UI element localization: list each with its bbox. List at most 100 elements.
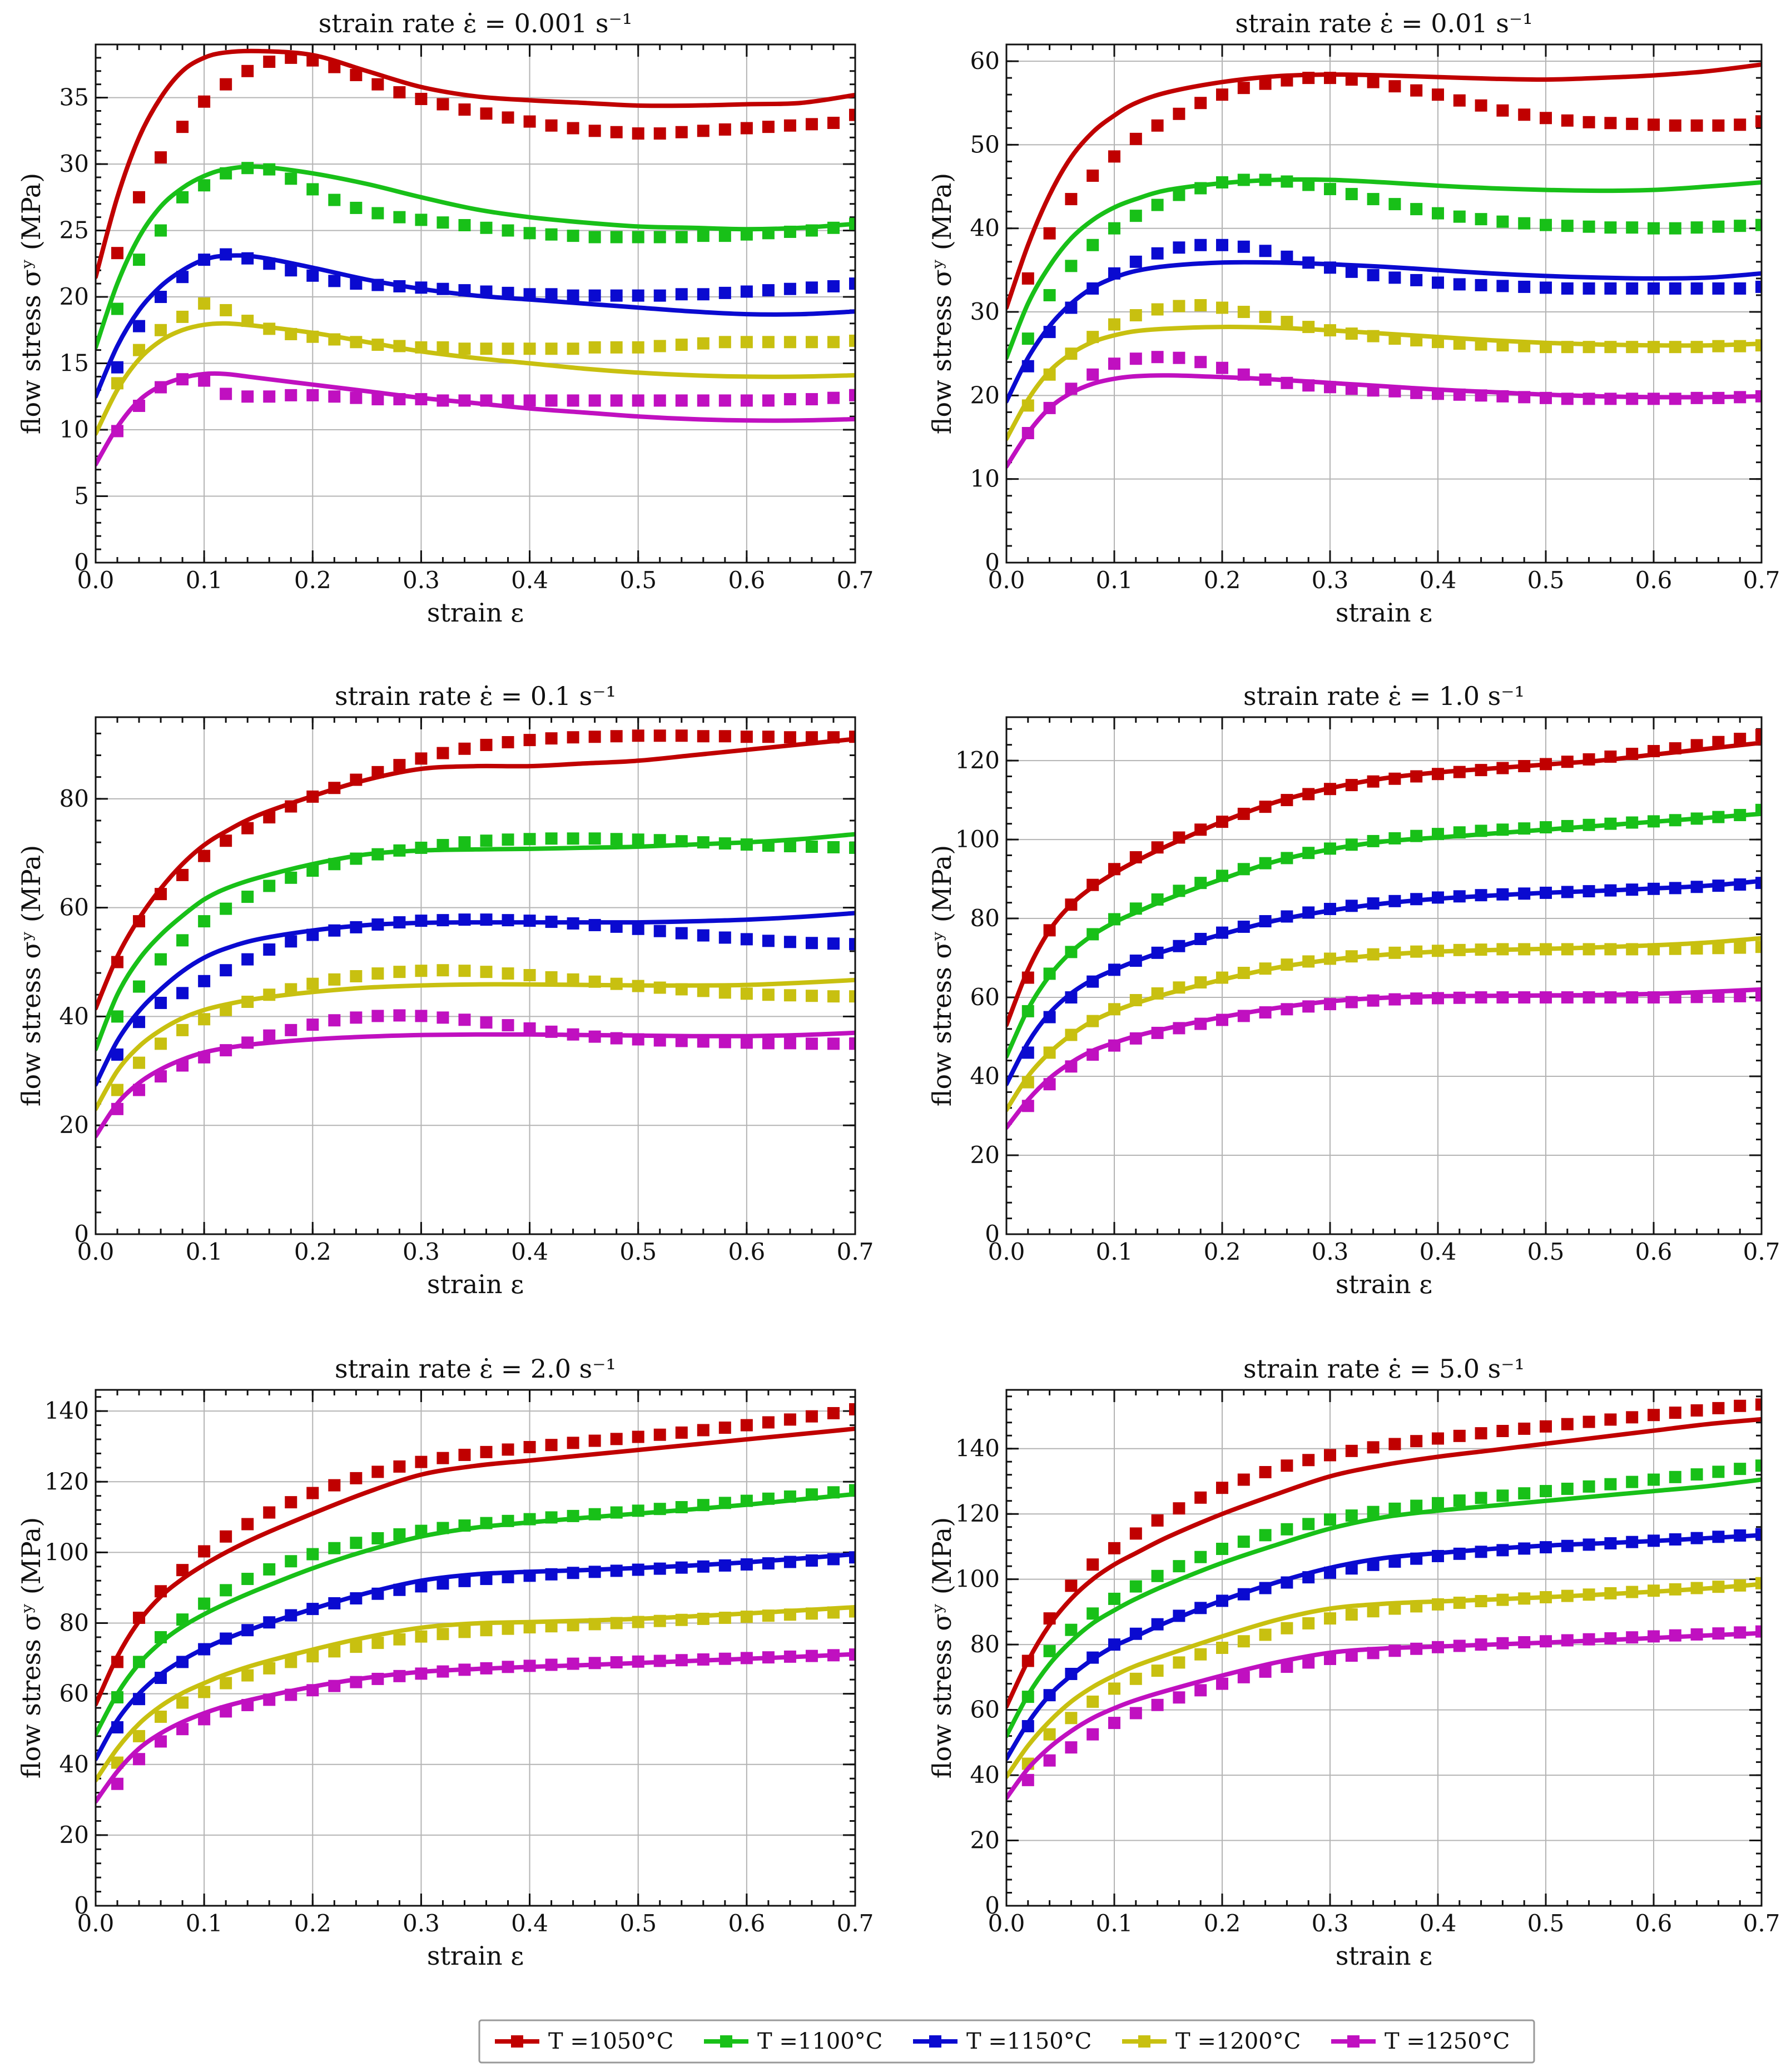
series-t-1250-c [1006, 351, 1762, 469]
data-point [1604, 1478, 1617, 1490]
data-point [133, 254, 146, 266]
data-point [545, 342, 558, 355]
data-point [762, 1557, 775, 1570]
data-point [1453, 1494, 1466, 1507]
data-point [1388, 198, 1401, 211]
x-tick-label: 0.4 [511, 1910, 548, 1937]
data-point [632, 1563, 644, 1576]
data-point [1669, 1533, 1681, 1546]
data-point [1259, 373, 1272, 386]
data-point [176, 868, 189, 881]
y-tick-label: 0 [985, 1892, 1000, 1919]
data-point [1755, 877, 1762, 890]
data-point [1065, 898, 1078, 911]
data-point [1194, 1684, 1207, 1697]
model-curve [96, 911, 855, 1087]
data-point [263, 988, 276, 1001]
data-point [133, 980, 146, 993]
data-point [1345, 900, 1358, 912]
data-point [306, 977, 319, 990]
data-point [415, 1667, 428, 1680]
data-point [718, 1559, 731, 1572]
model-curve [96, 1552, 855, 1762]
data-point [545, 119, 558, 132]
data-point [1043, 1078, 1056, 1091]
chart-title: strain rate ε̇ = 0.01 s⁻¹ [1235, 8, 1532, 38]
data-point [1540, 1541, 1552, 1554]
data-point [1453, 278, 1466, 291]
data-point [1021, 1654, 1034, 1667]
data-point [1755, 115, 1762, 128]
data-point [220, 78, 232, 91]
series-t-1250-c [1006, 1625, 1762, 1801]
data-point [436, 282, 449, 295]
data-point [1648, 1584, 1660, 1597]
data-point [740, 1494, 753, 1507]
data-point [1151, 841, 1164, 854]
y-tick-label: 80 [970, 905, 1000, 932]
data-point [1648, 882, 1660, 895]
data-point [1259, 1006, 1272, 1019]
data-point [285, 51, 297, 64]
data-point [805, 1410, 818, 1423]
data-point [1259, 801, 1272, 813]
data-point [1108, 1542, 1120, 1554]
data-point [1388, 271, 1401, 284]
data-point [285, 1688, 297, 1701]
data-point [155, 888, 167, 901]
data-point [1345, 996, 1358, 1008]
data-point [588, 1508, 601, 1521]
data-point [1021, 332, 1034, 345]
x-tick-label: 0.3 [403, 1238, 440, 1265]
data-point [1453, 1429, 1466, 1442]
data-point [1712, 391, 1725, 404]
x-tick-label: 0.1 [186, 1910, 223, 1937]
data-point [1475, 279, 1487, 291]
data-point [1043, 1011, 1056, 1023]
data-point [133, 400, 146, 413]
data-point [111, 377, 124, 390]
data-point [285, 1609, 297, 1622]
data-point [1561, 114, 1574, 127]
data-point [1540, 391, 1552, 404]
data-point [1712, 282, 1725, 295]
data-point [783, 1413, 796, 1426]
data-point [1302, 955, 1315, 968]
data-point [1669, 882, 1681, 895]
data-point [1086, 1651, 1099, 1664]
data-point [1194, 823, 1207, 836]
data-point [1345, 1562, 1358, 1575]
data-point [1259, 1466, 1272, 1479]
data-point [458, 219, 471, 232]
data-point [220, 1044, 232, 1057]
data-point [523, 1022, 536, 1035]
data-point [805, 1607, 818, 1620]
data-point [1216, 361, 1228, 374]
series-t-1050-c [96, 729, 855, 1011]
data-point [827, 1037, 840, 1050]
data-point [1129, 210, 1142, 222]
data-point [783, 1650, 796, 1663]
x-tick-label: 0.4 [1420, 1238, 1457, 1265]
data-point [1648, 222, 1660, 235]
data-point [176, 934, 189, 947]
data-point [1237, 368, 1250, 381]
data-point [111, 247, 124, 260]
data-point [176, 1564, 189, 1577]
data-point [111, 302, 124, 315]
data-point [415, 1630, 428, 1643]
data-point [1734, 878, 1747, 891]
data-point [1367, 948, 1380, 961]
data-point [1302, 1571, 1315, 1584]
data-point [1734, 1463, 1747, 1475]
data-point [436, 394, 449, 407]
data-point [1496, 1637, 1509, 1649]
data-point [632, 1655, 644, 1668]
data-point [762, 1416, 775, 1429]
data-point [220, 1705, 232, 1718]
data-point [393, 1460, 406, 1473]
data-point [263, 1616, 276, 1629]
plot-frame [1005, 716, 1763, 1235]
data-point [1582, 991, 1595, 1004]
data-point [588, 1657, 601, 1669]
